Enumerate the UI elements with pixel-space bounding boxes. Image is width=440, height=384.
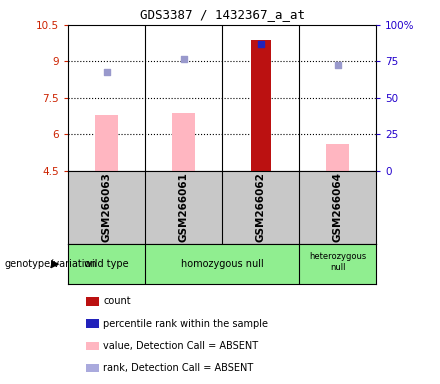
Text: genotype/variation: genotype/variation xyxy=(4,259,97,269)
Text: percentile rank within the sample: percentile rank within the sample xyxy=(103,319,268,329)
Point xyxy=(257,41,264,48)
Text: wild type: wild type xyxy=(84,259,129,269)
Bar xyxy=(251,40,271,171)
Text: value, Detection Call = ABSENT: value, Detection Call = ABSENT xyxy=(103,341,259,351)
Text: ▶: ▶ xyxy=(51,259,59,269)
Title: GDS3387 / 1432367_a_at: GDS3387 / 1432367_a_at xyxy=(140,8,305,21)
Point xyxy=(180,55,187,61)
Bar xyxy=(326,144,349,171)
Text: homozygous null: homozygous null xyxy=(181,259,264,269)
Text: rank, Detection Call = ABSENT: rank, Detection Call = ABSENT xyxy=(103,363,253,373)
Bar xyxy=(95,115,118,171)
Text: heterozygous
null: heterozygous null xyxy=(309,252,367,272)
Text: GSM266063: GSM266063 xyxy=(102,172,112,242)
Text: GSM266062: GSM266062 xyxy=(256,172,266,242)
Bar xyxy=(172,113,195,171)
Text: GSM266064: GSM266064 xyxy=(333,172,343,242)
Point xyxy=(103,70,110,76)
Text: GSM266061: GSM266061 xyxy=(179,172,189,242)
Point xyxy=(334,62,341,68)
Text: count: count xyxy=(103,296,131,306)
